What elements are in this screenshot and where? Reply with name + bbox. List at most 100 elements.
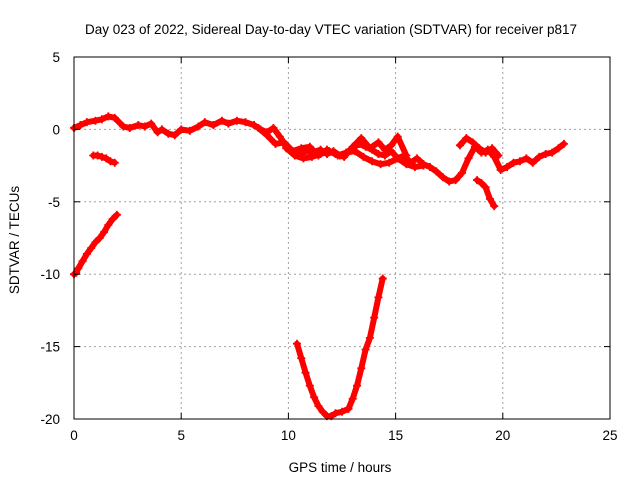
data-point xyxy=(528,158,537,167)
y-tick-label: -10 xyxy=(40,267,60,282)
data-point xyxy=(485,194,494,203)
y-tick-label: 0 xyxy=(52,122,60,137)
data-point xyxy=(102,154,111,163)
data-point xyxy=(325,147,334,156)
data-point xyxy=(301,368,310,377)
data-point xyxy=(87,244,96,253)
data-point xyxy=(451,176,460,185)
data-point xyxy=(468,138,477,147)
data-point xyxy=(177,125,186,134)
data-point xyxy=(119,122,128,131)
data-point xyxy=(97,152,106,161)
data-point xyxy=(104,112,113,121)
x-tick-label: 5 xyxy=(177,428,185,443)
data-point xyxy=(393,132,402,141)
x-tick-label: 15 xyxy=(388,428,403,443)
data-point xyxy=(209,121,218,130)
data-point xyxy=(473,176,482,185)
data-point xyxy=(82,249,91,258)
data-point xyxy=(314,401,323,410)
data-point xyxy=(503,163,512,172)
data-point xyxy=(357,364,366,373)
data-point xyxy=(333,151,342,160)
data-point xyxy=(374,138,383,147)
data-point xyxy=(494,151,503,160)
data-point xyxy=(455,141,464,150)
data-point xyxy=(125,123,134,132)
y-axis-ticks: -20 -15 -10 -5 0 5 xyxy=(40,50,610,427)
data-point xyxy=(97,115,106,124)
data-point xyxy=(250,121,259,130)
data-point xyxy=(385,158,394,167)
data-point xyxy=(297,354,306,363)
data-point xyxy=(425,163,434,172)
data-point xyxy=(462,134,471,143)
data-point xyxy=(419,161,428,170)
data-point xyxy=(559,139,568,148)
data-point xyxy=(365,144,374,153)
y-tick-label: -15 xyxy=(40,340,60,355)
x-axis-label: GPS time / hours xyxy=(289,460,392,475)
y-tick-label: 5 xyxy=(52,50,60,65)
data-point xyxy=(370,313,379,322)
series-6 xyxy=(70,210,121,279)
data-point xyxy=(140,122,149,131)
data-point xyxy=(464,154,473,163)
data-point xyxy=(488,144,497,153)
data-point xyxy=(100,228,109,237)
data-point xyxy=(254,123,263,132)
data-point xyxy=(350,147,359,156)
data-point xyxy=(402,151,411,160)
data-point xyxy=(413,154,422,163)
data-point xyxy=(376,160,385,169)
plot-border xyxy=(73,56,611,420)
data-point xyxy=(357,134,366,143)
data-point xyxy=(110,158,119,167)
data-points xyxy=(70,112,568,421)
data-point xyxy=(515,157,524,166)
y-tick-label: -5 xyxy=(48,195,60,210)
data-point xyxy=(134,121,143,130)
x-tick-label: 25 xyxy=(602,428,617,443)
y-axis-label: SDTVAR / TECUs xyxy=(7,186,22,295)
data-point xyxy=(438,173,447,182)
data-point xyxy=(509,158,518,167)
data-point xyxy=(380,145,389,154)
series-3 xyxy=(455,134,503,160)
data-point xyxy=(378,274,387,283)
data-point xyxy=(490,202,499,211)
data-point xyxy=(110,113,119,122)
data-point xyxy=(147,119,156,128)
data-point xyxy=(554,144,563,153)
data-point xyxy=(292,339,301,348)
x-tick-label: 10 xyxy=(281,428,296,443)
data-point xyxy=(269,123,278,132)
series-2 xyxy=(282,144,428,172)
x-axis-ticks: 0 5 10 15 20 25 xyxy=(70,57,618,443)
data-point xyxy=(282,144,291,153)
data-point xyxy=(481,148,490,157)
data-point xyxy=(153,128,162,137)
data-point xyxy=(241,118,250,127)
data-point xyxy=(535,152,544,161)
data-point xyxy=(305,381,314,390)
data-point xyxy=(305,142,314,151)
data-point xyxy=(164,129,173,138)
data-point xyxy=(432,167,441,176)
data-point xyxy=(262,131,271,140)
data-point xyxy=(299,154,308,163)
series-trace xyxy=(294,275,386,420)
data-point xyxy=(194,122,203,131)
data-point xyxy=(224,119,233,128)
data-point xyxy=(106,157,115,166)
data-point xyxy=(78,257,87,266)
series-5 xyxy=(473,176,499,211)
data-point xyxy=(374,293,383,302)
data-point xyxy=(475,144,484,153)
series-7 xyxy=(292,274,387,421)
data-point xyxy=(91,238,100,247)
data-point xyxy=(93,151,102,160)
data-point xyxy=(72,268,81,277)
x-tick-label: 20 xyxy=(495,428,510,443)
x-tick-label: 0 xyxy=(70,428,78,443)
